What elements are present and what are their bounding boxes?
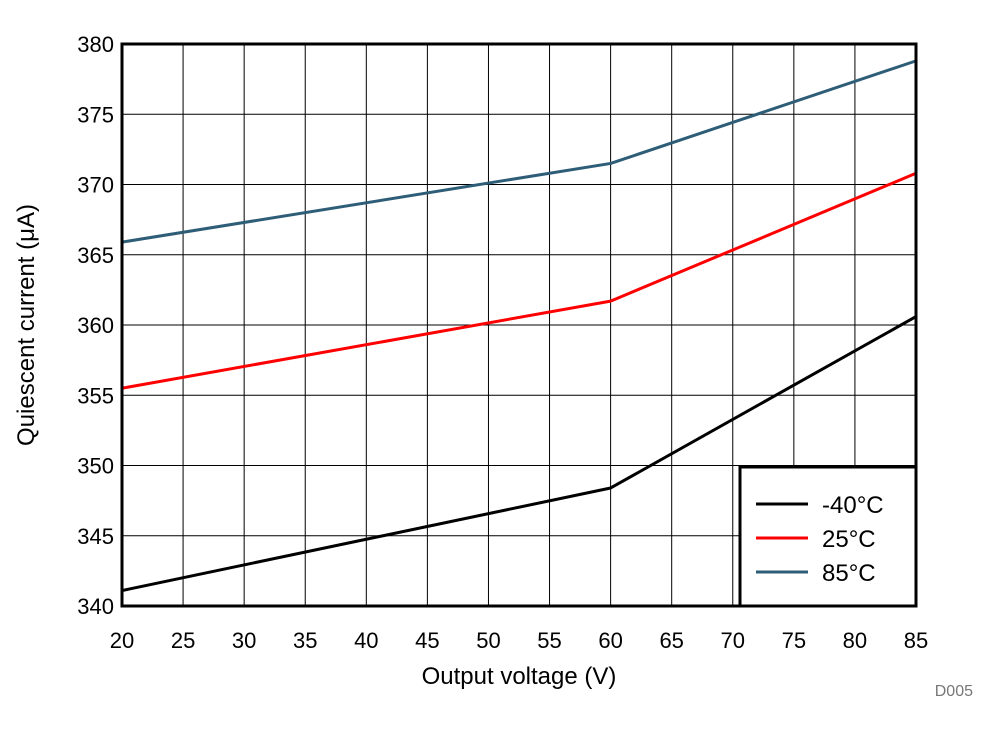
y-tick-labels: 340 345 350 355 360 365 370 375 380 bbox=[77, 32, 114, 619]
x-tick-label: 30 bbox=[232, 628, 256, 653]
y-tick-label: 370 bbox=[77, 173, 114, 198]
x-tick-label: 60 bbox=[598, 628, 622, 653]
series-line bbox=[121, 59, 917, 244]
legend-label: 25°C bbox=[822, 526, 876, 553]
x-tick-label: 50 bbox=[476, 628, 500, 653]
figure-id-label: D005 bbox=[935, 683, 973, 700]
x-tick-label: 70 bbox=[721, 628, 745, 653]
y-tick-label: 360 bbox=[77, 313, 114, 338]
x-tick-label: 75 bbox=[782, 628, 806, 653]
legend-label: 85°C bbox=[822, 560, 876, 587]
y-tick-label: 365 bbox=[77, 243, 114, 268]
x-tick-label: 65 bbox=[659, 628, 683, 653]
plot-area-border bbox=[120, 42, 918, 608]
x-tick-label: 55 bbox=[537, 628, 561, 653]
y-tick-label: 340 bbox=[77, 594, 114, 619]
x-tick-label: 35 bbox=[293, 628, 317, 653]
x-tick-label: 25 bbox=[171, 628, 195, 653]
y-tick-label: 380 bbox=[77, 32, 114, 57]
x-tick-label: 40 bbox=[354, 628, 378, 653]
legend: -40°C 25°C 85°C bbox=[738, 465, 918, 608]
y-tick-label: 345 bbox=[77, 524, 114, 549]
y-axis-title: Quiescent current (μA) bbox=[13, 204, 40, 446]
x-tick-labels: 20 25 30 35 40 45 50 55 60 65 70 75 80 85 bbox=[110, 628, 928, 653]
y-tick-label: 355 bbox=[77, 383, 114, 408]
x-tick-label: 45 bbox=[415, 628, 439, 653]
x-tick-label: 80 bbox=[843, 628, 867, 653]
series-line bbox=[121, 171, 917, 390]
y-tick-label: 350 bbox=[77, 454, 114, 479]
x-tick-label: 20 bbox=[110, 628, 134, 653]
x-axis-title: Output voltage (V) bbox=[422, 663, 617, 690]
series-line bbox=[121, 315, 917, 593]
x-tick-label: 85 bbox=[904, 628, 928, 653]
legend-label: -40°C bbox=[822, 492, 884, 519]
y-tick-label: 375 bbox=[77, 102, 114, 127]
series-lines bbox=[121, 59, 917, 593]
